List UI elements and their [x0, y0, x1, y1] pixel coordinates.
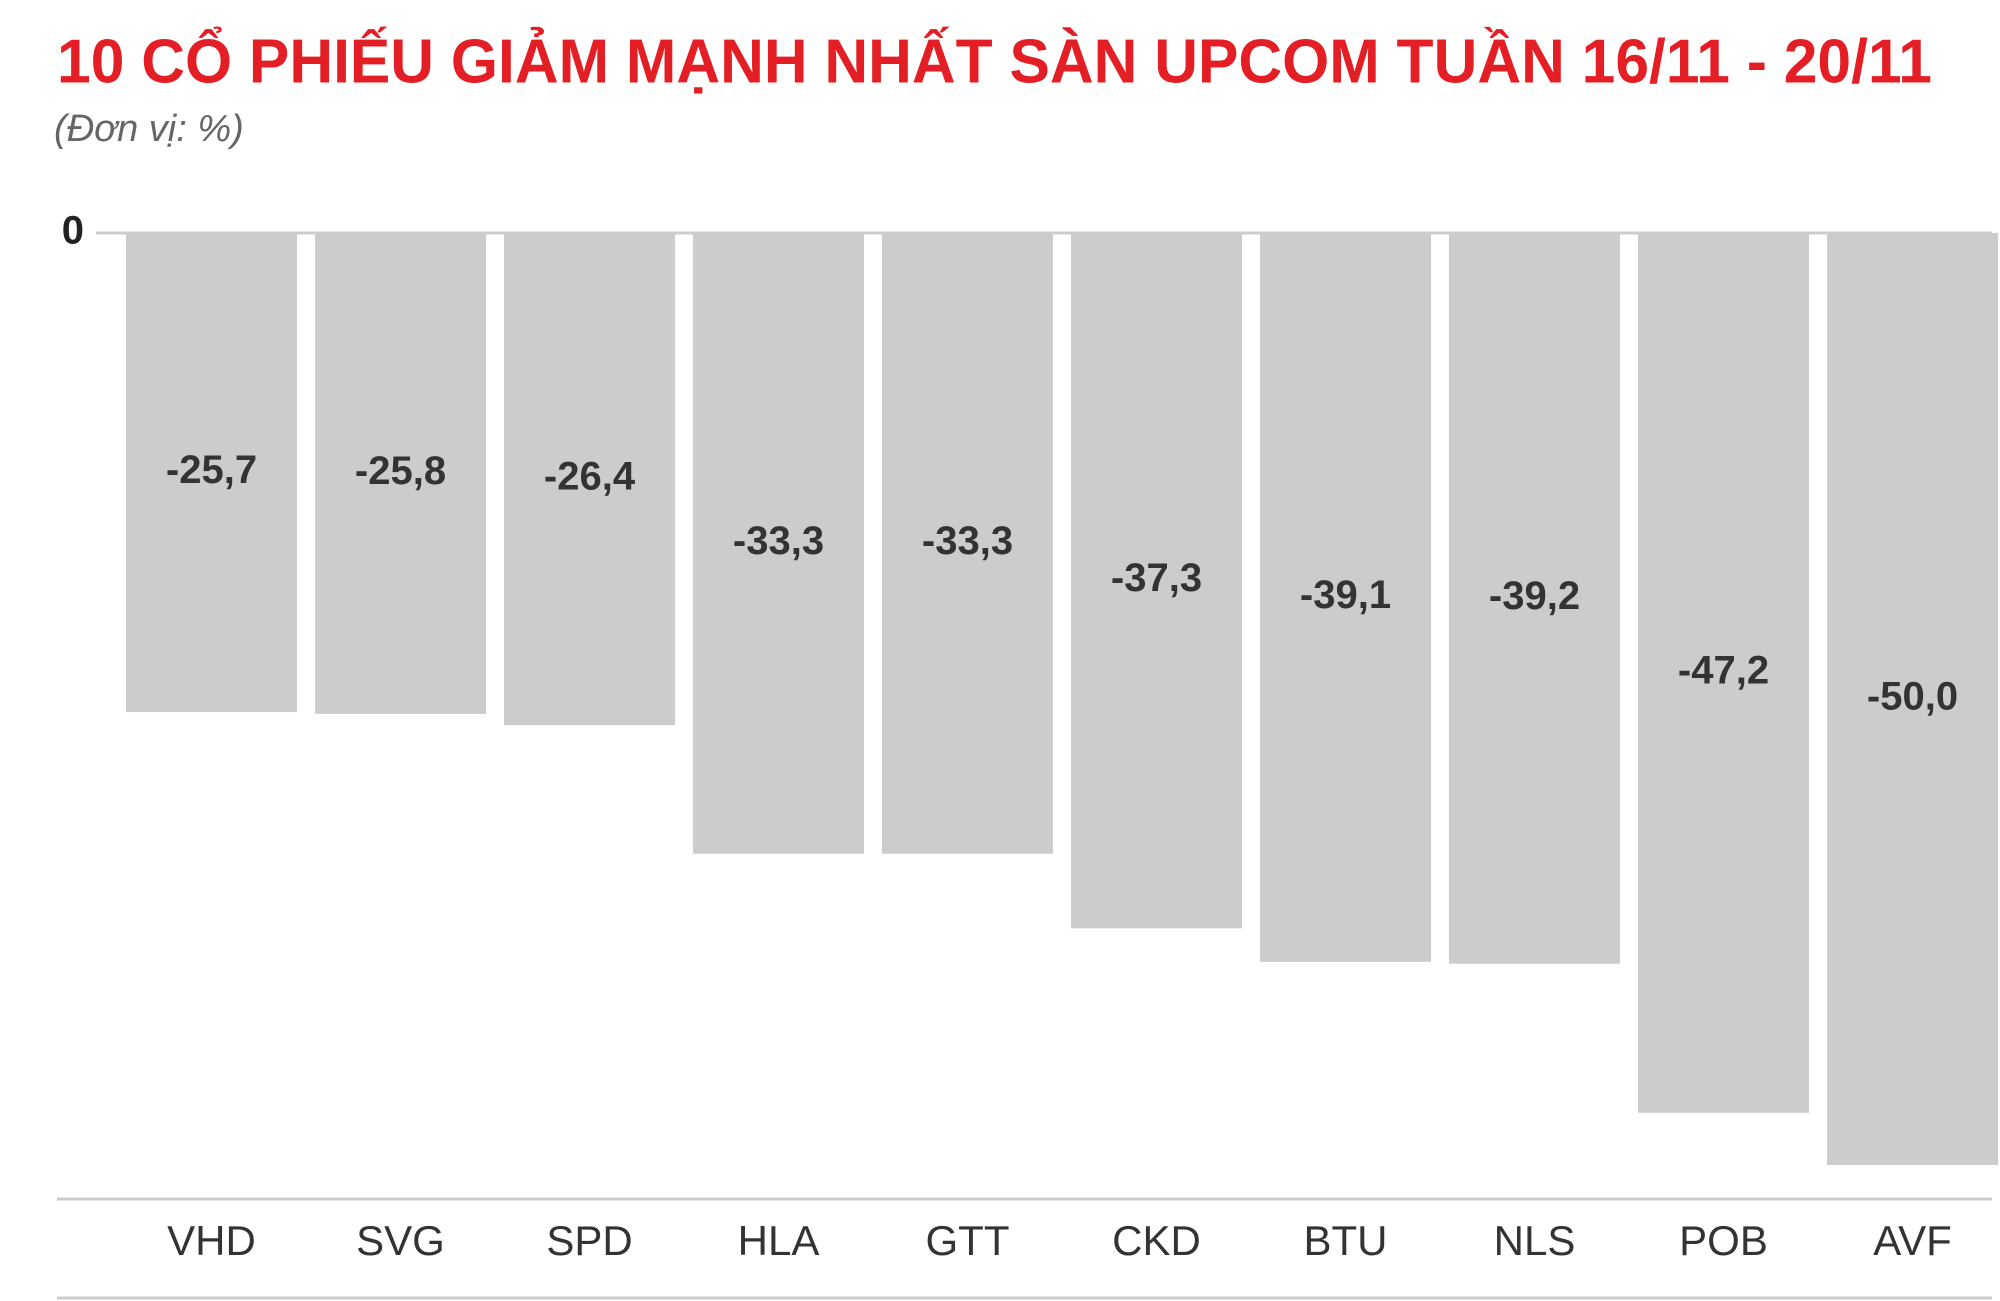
value-label: -37,3 — [1111, 556, 1202, 600]
chart-subtitle: (Đơn vị: %) — [54, 108, 244, 150]
value-label: -26,4 — [544, 455, 636, 499]
value-label: -50,0 — [1867, 675, 1958, 719]
value-label: -33,3 — [733, 519, 824, 563]
value-label: -33,3 — [922, 519, 1013, 563]
value-label: -47,2 — [1678, 648, 1769, 692]
x-tick-label: SVG — [356, 1217, 445, 1264]
x-tick-label: GTT — [926, 1217, 1010, 1264]
bar — [504, 233, 675, 726]
bar — [882, 233, 1053, 854]
bar — [693, 233, 864, 854]
x-tick-label: HLA — [738, 1217, 820, 1264]
value-label: -39,2 — [1489, 574, 1580, 618]
bar — [1260, 233, 1431, 962]
bar — [126, 233, 297, 713]
value-label: -25,7 — [166, 448, 257, 492]
bar — [1449, 233, 1620, 964]
value-label: -39,1 — [1300, 573, 1391, 617]
bar — [315, 233, 486, 714]
x-tick-label: AVF — [1873, 1217, 1952, 1264]
bar — [1827, 233, 1998, 1165]
x-tick-label: CKD — [1112, 1217, 1201, 1264]
x-tick-label: SPD — [546, 1217, 632, 1264]
value-label: -25,8 — [355, 449, 446, 493]
bar — [1071, 233, 1242, 929]
x-tick-label: NLS — [1494, 1217, 1576, 1264]
x-tick-label: BTU — [1304, 1217, 1388, 1264]
bar — [1638, 233, 1809, 1113]
chart-title: 10 CỔ PHIẾU GIẢM MẠNH NHẤT SÀN UPCOM TUẦ… — [57, 26, 1932, 96]
x-tick-label: POB — [1679, 1217, 1768, 1264]
x-tick-label: VHD — [167, 1217, 256, 1264]
y-tick-label: 0 — [62, 209, 84, 253]
